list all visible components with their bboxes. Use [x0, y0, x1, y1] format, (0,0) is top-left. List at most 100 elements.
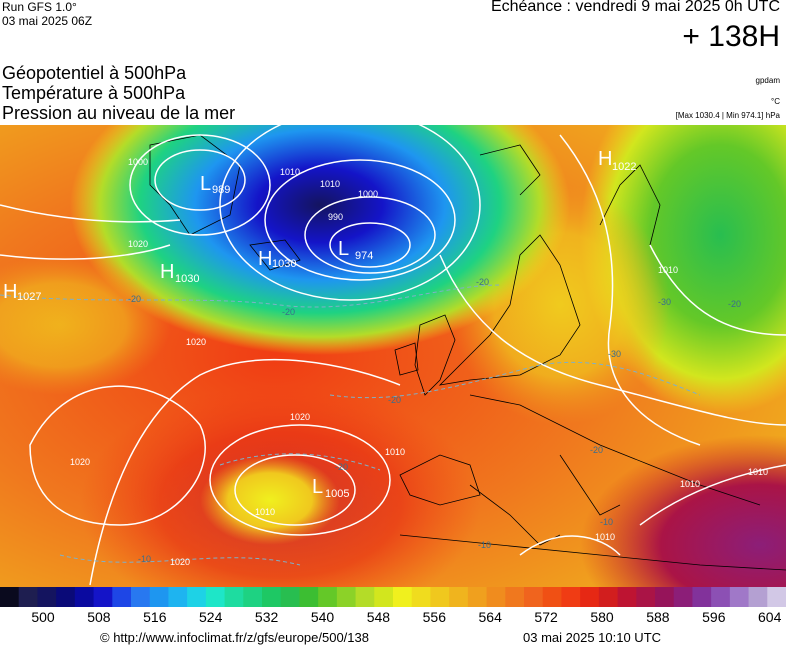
map-title-geopotential: Géopotentiel à 500hPa	[2, 63, 187, 83]
colorbar-swatch	[224, 587, 244, 607]
isobars	[0, 125, 786, 586]
isobar-label: 1020	[170, 557, 190, 567]
colorbar-swatch	[430, 587, 450, 607]
high-value: 1022	[612, 161, 636, 173]
colorbar-swatch	[673, 587, 693, 607]
valid-time: Echéance : vendredi 9 mai 2025 0h UTC	[490, 0, 780, 15]
colorbar-swatch	[74, 587, 95, 607]
colorbar-tick-label: 564	[478, 609, 502, 625]
isobar-label: 1020	[128, 239, 148, 249]
pressure-centers: L 989 L 974 H 1030 H 1030 H 1027 H 1022 …	[3, 148, 636, 500]
unit-celsius: °C	[771, 97, 780, 106]
colorbar-tick-label: 500	[31, 609, 55, 625]
colorbar-swatch	[112, 587, 132, 607]
temperature-label: -20	[388, 395, 401, 405]
temperature-label: -20	[128, 294, 141, 304]
colorbar-swatch	[149, 587, 169, 607]
colorbar-swatch	[393, 587, 413, 607]
high-value: 1030	[175, 273, 199, 285]
temperature-label: -20	[282, 307, 295, 317]
colorbar-tick-label: 524	[199, 609, 223, 625]
isobar-label: 1010	[748, 467, 768, 477]
isobar-label: 1010	[280, 167, 300, 177]
low-value: 1005	[325, 488, 349, 500]
colorbar-swatch	[318, 587, 338, 607]
colorbar	[0, 587, 786, 607]
colorbar-swatch	[729, 587, 750, 607]
colorbar-swatch	[0, 587, 20, 607]
colorbar-swatch	[486, 587, 506, 607]
weather-map[interactable]: L 989 L 974 H 1030 H 1030 H 1027 H 1022 …	[0, 125, 786, 587]
isobar-label: 1010	[595, 532, 615, 542]
yellow-band-west	[0, 255, 170, 395]
warm-pool-southeast	[580, 435, 786, 587]
footer-url[interactable]: © http://www.infoclimat.fr/z/gfs/europe/…	[100, 630, 369, 645]
colorbar-swatch	[449, 587, 469, 607]
colorbar-swatch	[505, 587, 525, 607]
lead-hour: + 138H	[682, 20, 780, 53]
isobar-label: 1010	[658, 265, 678, 275]
isobar-label: 990	[328, 212, 343, 222]
colorbar-swatch	[262, 587, 282, 607]
isobar-label: 1020	[290, 412, 310, 422]
low-value: 989	[212, 184, 230, 196]
colorbar-tick-label: 540	[310, 609, 335, 625]
isobar-label: 1010	[255, 507, 275, 517]
colorbar-tick-label: 532	[254, 609, 279, 625]
colorbar-swatch	[411, 587, 431, 607]
colorbar-swatch	[243, 587, 263, 607]
colorbar-swatch	[299, 587, 319, 607]
temperature-label: -20	[335, 462, 348, 472]
temperature-label: -10	[138, 554, 151, 564]
colorbar-swatch	[692, 587, 712, 607]
colorbar-tick-label: 572	[534, 609, 558, 625]
map-title-pressure: Pression au niveau de la mer	[2, 103, 236, 123]
colorbar-swatch	[93, 587, 113, 607]
high-letter: H	[3, 281, 17, 303]
colorbar-tick-label: 580	[590, 609, 614, 625]
colorbar-tick-label: 516	[143, 609, 167, 625]
map-title-temperature: Température à 500hPa	[2, 83, 186, 103]
isobar-label: 1010	[680, 479, 700, 489]
isobar-labels: 1000 1010 1010 1000 990 1020 1020 1020 1…	[70, 157, 768, 567]
high-letter: H	[258, 248, 272, 270]
colorbar-swatch	[598, 587, 619, 607]
colorbar-swatch	[18, 587, 38, 607]
colorbar-tick-label: 548	[366, 609, 391, 625]
temperature-label: -20	[728, 299, 741, 309]
temperature-label: -20	[590, 445, 603, 455]
colorbar-swatch	[617, 587, 637, 607]
colorbar-swatch	[280, 587, 300, 607]
colorbar-swatch	[655, 587, 675, 607]
colorbar-swatch	[205, 587, 226, 607]
colorbar-tick-label: 588	[646, 609, 670, 625]
colorbar-tick-label: 596	[702, 609, 726, 625]
colorbar-swatch	[56, 587, 76, 607]
colorbar-tick-label: 508	[87, 609, 111, 625]
run-label: Run GFS 1.0°	[2, 0, 77, 14]
colorbar-tick-label: 604	[758, 609, 782, 625]
isobar-label: 1000	[128, 157, 148, 167]
temperature-label: -20	[476, 277, 489, 287]
colorbar-swatch	[711, 587, 731, 607]
pressure-minmax: [Max 1030.4 | Min 974.1] hPa	[675, 111, 780, 120]
colorbar-swatch	[168, 587, 188, 607]
high-value: 1030	[272, 258, 296, 270]
low-value: 974	[355, 250, 373, 262]
colorbar-swatch	[542, 587, 562, 607]
unit-gpdam: gpdam	[755, 76, 780, 85]
run-date: 03 mai 2025 06Z	[2, 14, 93, 28]
colorbar-swatch	[374, 587, 394, 607]
colorbar-swatch	[355, 587, 375, 607]
colorbar-swatch	[187, 587, 207, 607]
colorbar-tick-labels: 500 508 516 524 532 540 548 556 564 572 580 588 596 6…	[0, 609, 786, 627]
colorbar-tick-label: 556	[422, 609, 446, 625]
low-letter: L	[338, 238, 349, 260]
cold-cutoff-yellow	[200, 455, 340, 545]
low-letter: L	[312, 476, 323, 498]
isobar-label: 1020	[70, 457, 90, 467]
colorbar-swatch	[467, 587, 488, 607]
colorbar-swatch	[37, 587, 57, 607]
temperature-label: -10	[600, 517, 613, 527]
colorbar-swatch	[524, 587, 544, 607]
